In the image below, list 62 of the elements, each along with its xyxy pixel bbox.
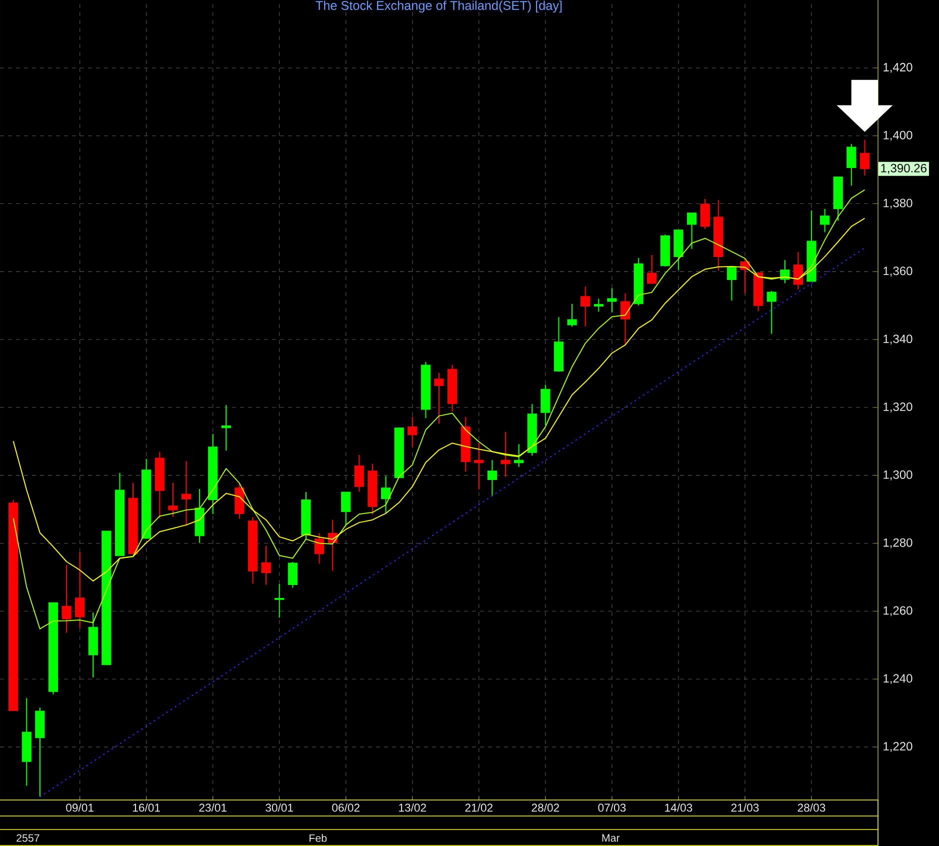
candlestick (846, 143, 856, 186)
x-tick-label: 16/01 (133, 803, 160, 812)
y-tick-label: 1,340 (884, 334, 912, 344)
candlestick (820, 208, 830, 233)
x-tick-label: 07/03 (598, 803, 626, 812)
candlestick (793, 251, 803, 290)
y-tick-label: 1,220 (884, 742, 912, 752)
y-tick-label: 1,380 (884, 198, 912, 209)
x-tick-label: 13/02 (399, 803, 426, 812)
text: Mar (602, 834, 620, 842)
chart-title: The Stock Exchange of Thailand(SET) [day] (316, 0, 562, 13)
candlestick (221, 404, 231, 452)
candlestick (487, 460, 498, 497)
text: 1,390.26 (881, 164, 926, 174)
y-tick-label: 1,360 (884, 266, 912, 277)
x-tick-label: 21/02 (465, 803, 493, 812)
candlestick (314, 532, 324, 564)
x-tick-label: 28/02 (532, 803, 560, 812)
candlestick (607, 288, 617, 313)
y-tick-label: 1,400 (884, 130, 912, 141)
candlestick (726, 266, 736, 302)
x-tick-label: 30/01 (266, 803, 293, 812)
candlestick (408, 416, 418, 448)
candlestick (434, 372, 444, 424)
candlestick (75, 552, 85, 628)
candlestick (780, 260, 790, 284)
candlestick (341, 491, 351, 526)
y-tick-label: 1,240 (884, 674, 912, 684)
candlestick (594, 298, 604, 312)
x-tick-label: 06/02 (332, 803, 360, 812)
candlestick (647, 254, 657, 284)
candlestick (288, 561, 298, 588)
candlestick (686, 212, 697, 250)
x-tick-label: 28/03 (798, 803, 826, 812)
candlestick (580, 286, 590, 328)
x-tick-label: 23/01 (199, 803, 226, 812)
candlestick (514, 444, 524, 468)
x-tick-label: 14/03 (665, 803, 692, 812)
candlestick (700, 198, 710, 230)
candlestick (261, 545, 271, 586)
x-tick-label: 21/03 (731, 803, 759, 812)
candlestick (274, 583, 284, 618)
text: 2557 (16, 834, 40, 842)
y-tick-label: 1,320 (884, 402, 912, 412)
candlestick (168, 482, 178, 518)
candlestick (354, 454, 364, 492)
candlestick (860, 139, 870, 176)
y-tick-label: 1,420 (884, 62, 912, 73)
y-tick-label: 1,260 (884, 606, 912, 616)
y-tick-label: 1,300 (884, 470, 912, 480)
candlestick (62, 564, 72, 634)
y-tick-label: 1,280 (884, 538, 912, 548)
candlestick (474, 442, 484, 490)
candlestick (181, 460, 192, 526)
candlestick (540, 384, 550, 426)
candlestick (766, 290, 776, 334)
candlestick (567, 303, 577, 328)
candlestick (500, 431, 510, 478)
text: Feb (310, 834, 327, 842)
x-tick-label: 09/01 (66, 803, 94, 812)
candlestick (620, 292, 630, 346)
candlestick (381, 476, 391, 514)
